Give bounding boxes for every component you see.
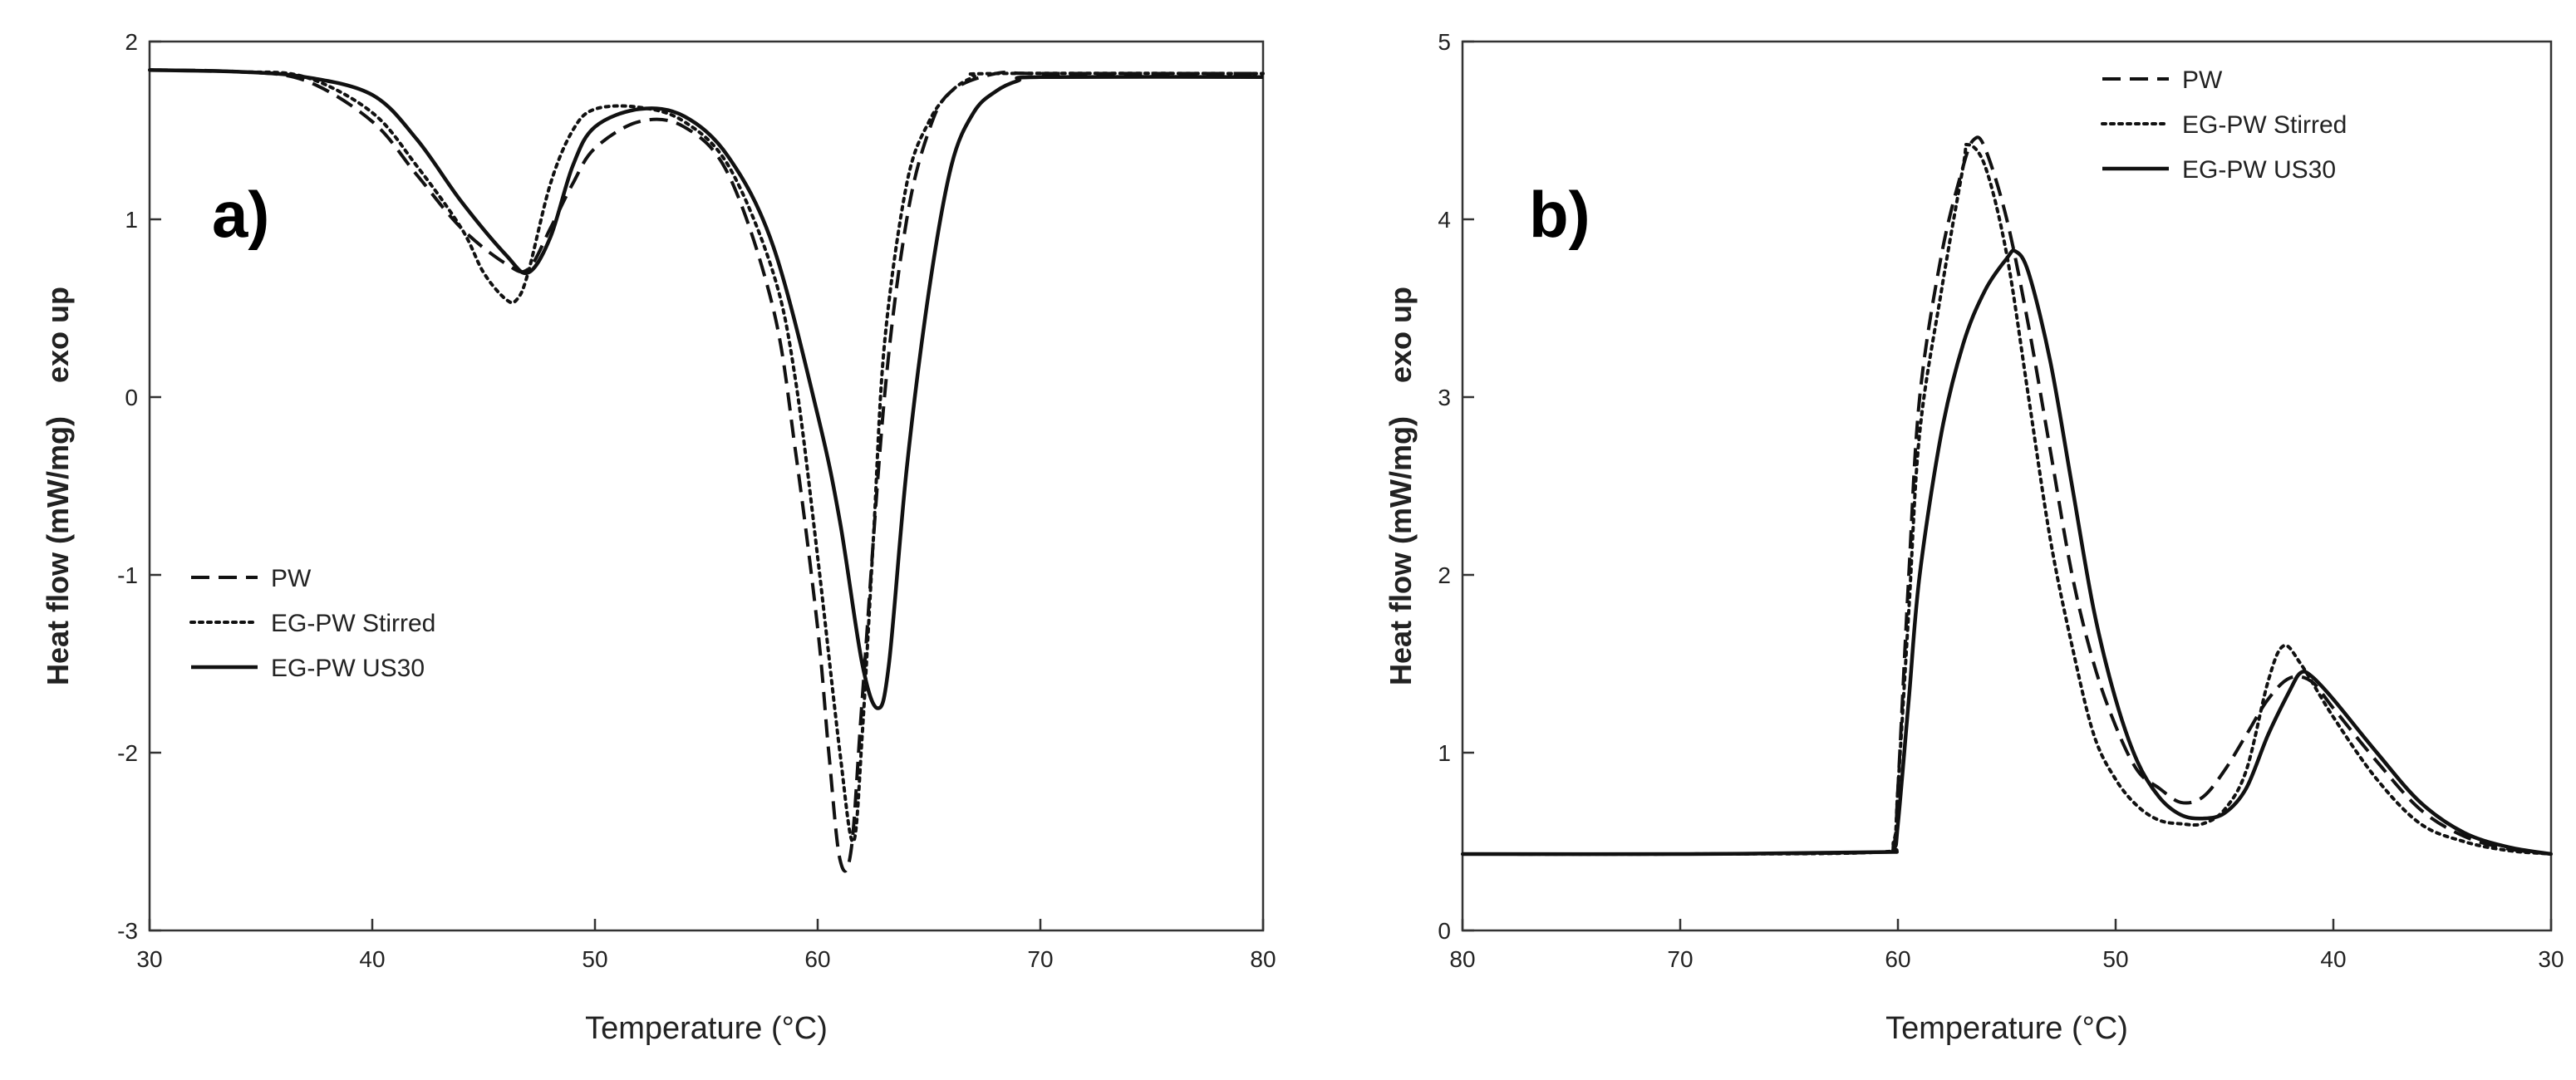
chart-b-y-tick-label: 5 <box>1438 29 1451 55</box>
chart-b-y-tick-label: 1 <box>1438 740 1451 766</box>
chart-b-y-axis: 0 1 2 3 4 5 <box>1438 29 1474 944</box>
chart-a-y-tick-label: -3 <box>117 918 138 944</box>
chart-b-x-axis: 80 70 60 50 40 30 <box>1449 919 2564 972</box>
chart-a-x-tick-label: 50 <box>582 946 607 972</box>
chart-b-y-tick-label: 3 <box>1438 385 1451 410</box>
chart-b-legend: PW EG-PW Stirred EG-PW US30 <box>2101 66 2347 184</box>
chart-a-x-tick-label: 40 <box>359 946 385 972</box>
chart-a-x-tick-label: 80 <box>1250 946 1276 972</box>
chart-a-frame <box>148 40 1265 932</box>
chart-a-y-axis: -3 -2 -1 0 1 2 <box>117 29 161 944</box>
chart-a-panel-label: a) <box>212 178 269 251</box>
chart-a-y-tick-label: 2 <box>125 29 138 55</box>
chart-a-x-axis: 30 40 50 60 70 80 <box>136 919 1276 972</box>
chart-b-series-line-3 <box>1462 248 2552 857</box>
chart-a-y-tick-label: 0 <box>125 385 138 410</box>
chart-b-y-tick-label: 4 <box>1438 207 1451 233</box>
chart-a-y-label-main: Heat flow (mW/mg) <box>41 416 75 685</box>
chart-b-y-tick-label: 0 <box>1438 918 1451 944</box>
chart-a-x-tick-label: 30 <box>136 946 162 972</box>
chart-b-x-tick-label: 40 <box>2320 946 2346 972</box>
chart-b-x-tick-label: 50 <box>2102 946 2128 972</box>
chart-b-x-tick-label: 70 <box>1667 946 1693 972</box>
chart-b-x-label: Temperature (°C) <box>1885 1011 2128 1046</box>
chart-a-series <box>148 67 1265 873</box>
chart-b-y-label: Heat flow (mW/mg) exo up <box>1384 287 1418 685</box>
chart-a-y-tick-label: -2 <box>117 740 138 766</box>
chart-b-y-tick-label: 2 <box>1438 562 1451 588</box>
chart-a-y-label: Heat flow (mW/mg) exo up <box>41 287 75 685</box>
chart-a-y-tick-label: -1 <box>117 562 138 588</box>
chart-b-legend-label: PW <box>2182 66 2223 94</box>
chart-a-legend-label: EG-PW Stirred <box>271 610 435 637</box>
chart-a-series-line-1 <box>149 68 1263 873</box>
chart-a: -3 -2 -1 0 1 2 30 40 50 60 70 80 a) Temperature (°… <box>41 29 1276 1046</box>
chart-a-legend-label: EG-PW US30 <box>271 655 425 682</box>
chart-a-x-tick-label: 70 <box>1027 946 1053 972</box>
chart-a-series-line-3 <box>149 67 1264 710</box>
chart-a-legend: PW EG-PW Stirred EG-PW US30 <box>189 565 435 682</box>
chart-b-x-tick-label: 60 <box>1885 946 1910 972</box>
chart-b-legend-label: EG-PW Stirred <box>2182 111 2347 139</box>
chart-b-x-tick-label: 80 <box>1449 946 1475 972</box>
chart-b-series <box>1461 135 2553 857</box>
chart-a-x-tick-label: 60 <box>804 946 830 972</box>
chart-b-legend-label: EG-PW US30 <box>2182 156 2336 184</box>
chart-b-y-label-suffix: exo up <box>1384 287 1418 383</box>
chart-a-y-label-suffix: exo up <box>41 287 75 383</box>
chart-b-y-label-main: Heat flow (mW/mg) <box>1384 416 1418 685</box>
chart-b-x-tick-label: 30 <box>2538 946 2564 972</box>
chart-b-frame <box>1461 40 2553 932</box>
chart-b-panel-label: b) <box>1529 178 1590 251</box>
chart-a-series-line-2 <box>148 68 1265 844</box>
chart-b-series-line-2 <box>1461 143 2553 857</box>
chart-a-y-tick-label: 1 <box>125 207 138 233</box>
chart-b-series-line-1 <box>1462 135 2552 857</box>
chart-a-legend-label: PW <box>271 565 312 592</box>
chart-a-x-label: Temperature (°C) <box>585 1011 828 1046</box>
